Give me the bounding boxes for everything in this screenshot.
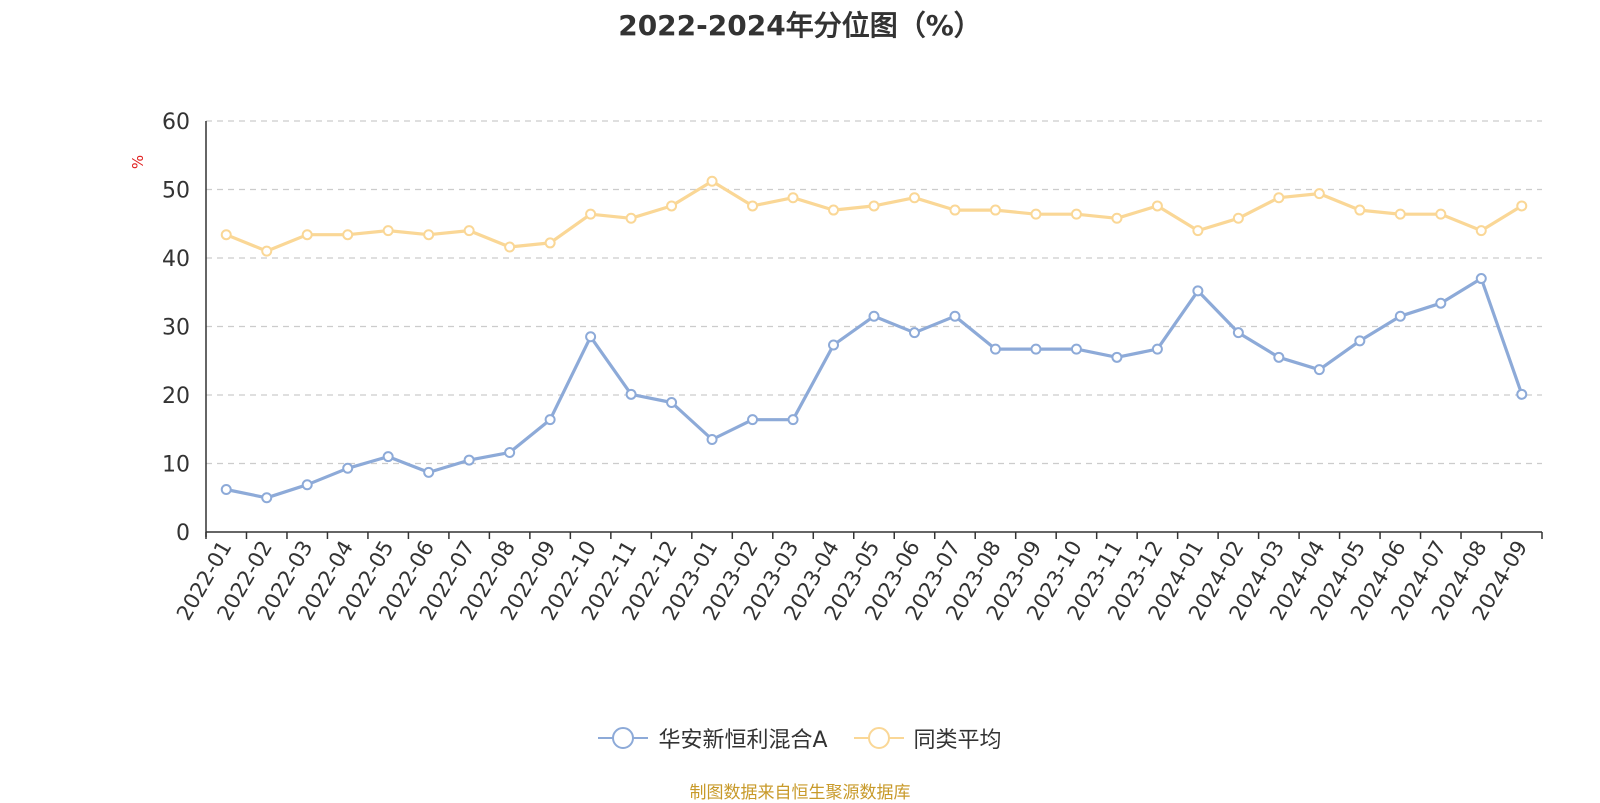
- data-point-series-1: [1030, 208, 1042, 220]
- data-point-series-1: [989, 204, 1001, 216]
- data-point-series-0: [908, 327, 920, 339]
- data-point-series-0: [828, 339, 840, 351]
- data-point-series-0: [706, 434, 718, 446]
- y-tick-label: 60: [162, 110, 190, 135]
- data-point-series-1: [544, 237, 556, 249]
- data-point-series-1: [1516, 200, 1528, 212]
- data-point-series-0: [1151, 343, 1163, 355]
- source-note: 制图数据来自恒生聚源数据库: [689, 783, 911, 803]
- data-point-series-1: [504, 241, 516, 253]
- data-point-series-1: [706, 175, 718, 187]
- y-tick-label: 10: [162, 453, 190, 478]
- data-point-series-0: [1354, 335, 1366, 347]
- data-point-series-1: [828, 204, 840, 216]
- y-axis-label: %: [129, 155, 147, 169]
- legend-label-peer-average: 同类平均: [913, 728, 1002, 753]
- data-point-series-1: [463, 225, 475, 237]
- data-point-series-0: [382, 451, 394, 463]
- data-point-series-0: [220, 484, 232, 496]
- data-point-series-1: [625, 212, 637, 224]
- data-point-series-0: [1435, 297, 1447, 309]
- data-point-series-1: [585, 208, 597, 220]
- data-point-series-1: [908, 192, 920, 204]
- data-point-series-0: [1313, 364, 1325, 376]
- data-point-series-0: [1070, 343, 1082, 355]
- data-point-series-0: [666, 397, 678, 409]
- data-point-series-1: [1192, 225, 1204, 237]
- data-point-series-0: [504, 447, 516, 459]
- data-point-series-0: [1192, 285, 1204, 297]
- data-point-series-1: [868, 200, 880, 212]
- legend: 华安新恒利混合A 同类平均: [0, 722, 1600, 754]
- data-point-series-1: [787, 192, 799, 204]
- data-point-series-0: [989, 343, 1001, 355]
- y-tick-label: 40: [162, 247, 190, 272]
- data-point-series-1: [666, 200, 678, 212]
- data-point-series-1: [1394, 208, 1406, 220]
- data-point-series-1: [949, 204, 961, 216]
- data-point-series-1: [342, 229, 354, 241]
- gridlines: [206, 120, 1542, 465]
- data-point-series-0: [423, 466, 435, 478]
- series-lines: [220, 175, 1528, 504]
- data-point-series-0: [868, 310, 880, 322]
- data-point-series-0: [787, 414, 799, 426]
- data-point-series-1: [747, 200, 759, 212]
- data-point-series-0: [261, 492, 273, 504]
- data-point-series-1: [423, 229, 435, 241]
- legend-item-fund[interactable]: 华安新恒利混合A: [598, 722, 828, 754]
- data-point-series-1: [1273, 192, 1285, 204]
- data-point-series-0: [585, 331, 597, 343]
- y-tick-label: 30: [162, 316, 190, 341]
- y-tick-label: 0: [176, 521, 190, 546]
- data-point-series-1: [1151, 200, 1163, 212]
- data-point-series-1: [220, 229, 232, 241]
- data-point-series-0: [1516, 388, 1528, 400]
- data-point-series-1: [261, 245, 273, 257]
- legend-swatch-fund: [598, 727, 649, 749]
- chart-title: 2022-2024年分位图（%）: [618, 9, 982, 42]
- data-point-series-0: [463, 454, 475, 466]
- data-point-series-1: [301, 229, 313, 241]
- legend-label-fund: 华安新恒利混合A: [658, 728, 828, 753]
- y-tick-label: 50: [162, 179, 190, 204]
- data-point-series-0: [544, 414, 556, 426]
- legend-swatch-peer-average: [853, 727, 904, 749]
- data-point-series-1: [1111, 212, 1123, 224]
- data-point-series-1: [1475, 225, 1487, 237]
- data-point-series-1: [1232, 212, 1244, 224]
- data-point-series-1: [1435, 208, 1447, 220]
- data-point-series-0: [1030, 343, 1042, 355]
- series-line-1: [224, 179, 1524, 253]
- data-point-series-1: [1313, 188, 1325, 200]
- data-point-series-1: [1354, 204, 1366, 216]
- data-point-series-0: [747, 414, 759, 426]
- y-tick-label: 20: [162, 384, 190, 409]
- data-point-series-0: [1111, 351, 1123, 363]
- data-point-series-0: [1475, 273, 1487, 285]
- data-point-series-0: [342, 462, 354, 474]
- data-point-series-0: [1232, 327, 1244, 339]
- data-point-series-0: [301, 479, 313, 491]
- axes: 01020304050602022-012022-022022-032022-0…: [162, 110, 1543, 624]
- data-point-series-0: [1273, 351, 1285, 363]
- data-point-series-1: [1070, 208, 1082, 220]
- legend-item-peer-average[interactable]: 同类平均: [853, 722, 1002, 754]
- data-point-series-1: [382, 225, 394, 237]
- data-point-series-0: [949, 310, 961, 322]
- data-point-series-0: [1394, 310, 1406, 322]
- data-point-series-0: [625, 388, 637, 400]
